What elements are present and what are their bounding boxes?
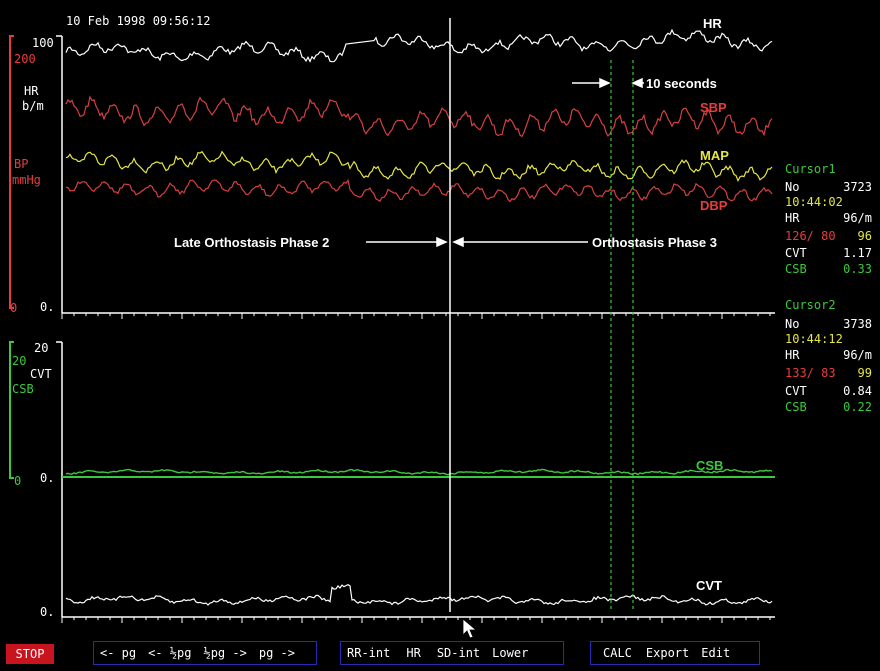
stop-button[interactable]: STOP xyxy=(6,644,54,664)
cursor2-csb-value: 0.22 xyxy=(843,400,872,414)
ten-seconds-label: 10 seconds xyxy=(646,76,717,91)
ten-seconds-arrows xyxy=(572,77,644,89)
mouse-pointer-icon xyxy=(462,618,478,639)
cursor1-csb-label: CSB xyxy=(785,262,807,276)
sd-int-button[interactable]: SD-int xyxy=(436,646,481,660)
cursor1-bp-value: 126/ 80 xyxy=(785,229,836,243)
csb-axis-label: CSB xyxy=(12,382,34,396)
cursor2-map-value: 99 xyxy=(858,366,872,380)
page-nav-group: <- pg <- ½pg ½pg -> pg -> xyxy=(93,641,317,665)
cursor2-no-label: No xyxy=(785,317,799,331)
cursor2-cvt-label: CVT xyxy=(785,384,807,398)
hr-axis-unit: b/m xyxy=(22,99,44,113)
cvt-trace-label: CVT xyxy=(696,578,722,593)
cursor1-no-value: 3723 xyxy=(843,180,872,194)
csb-trace-label: CSB xyxy=(696,458,723,473)
bp-top-tick: 200 xyxy=(14,52,36,66)
cvt-axis-label: CVT xyxy=(30,367,52,381)
hr-trace-label: HR xyxy=(703,16,722,31)
cursor2-hr-value: 96/m xyxy=(843,348,872,362)
cursor1-time: 10:44:02 xyxy=(785,195,843,209)
cursor2-hr-label: HR xyxy=(785,348,800,362)
cursor2-no-value: 3738 xyxy=(843,317,872,331)
phase3-label: Orthostasis Phase 3 xyxy=(592,235,717,250)
dbp-trace-label: DBP xyxy=(700,198,728,213)
map-trace-label: MAP xyxy=(700,148,729,163)
cursor2-title: Cursor2 xyxy=(785,298,836,312)
lower-button[interactable]: Lower xyxy=(492,646,529,660)
cursor1-no-label: No xyxy=(785,180,799,194)
cursor1-csb-value: 0.33 xyxy=(843,262,872,276)
bp-axis-unit: mmHg xyxy=(12,173,41,187)
bp-scale-bracket xyxy=(9,35,14,309)
phase2-label: Late Orthostasis Phase 2 xyxy=(174,235,329,250)
hr-axis-label: HR xyxy=(24,84,39,98)
map-trace xyxy=(65,150,773,183)
hr-button[interactable]: HR xyxy=(406,646,421,660)
half-page-back-button[interactable]: <- ½pg xyxy=(148,646,192,660)
lower-x-ticks xyxy=(61,617,771,623)
cvt-top-tick: 20 xyxy=(34,341,48,355)
page-back-button[interactable]: <- pg xyxy=(100,646,137,660)
cursor2-csb-label: CSB xyxy=(785,400,807,414)
cursor2-bp-value: 133/ 83 xyxy=(785,366,836,380)
sbp-trace-label: SBP xyxy=(700,100,727,115)
rr-int-button[interactable]: RR-int xyxy=(347,646,391,660)
lower-zero-label: 0. xyxy=(40,605,54,619)
actions-group: CALC Export Edit xyxy=(590,641,760,665)
timestamp: 10 Feb 1998 09:56:12 xyxy=(66,14,211,28)
hr-trace xyxy=(65,28,773,63)
phase-arrows xyxy=(366,236,588,248)
cursor1-hr-value: 96/m xyxy=(843,211,872,225)
hr-top-tick: 100 xyxy=(32,36,54,50)
edit-button[interactable]: Edit xyxy=(701,646,731,660)
cursor2-readout: Cursor2 No 3738 10:44:12 HR 96/m 133/ 83… xyxy=(785,298,872,414)
csb-trace xyxy=(65,468,773,476)
page-forward-button[interactable]: pg -> xyxy=(258,646,295,660)
cursor1-hr-label: HR xyxy=(785,211,800,225)
cursor1-map-value: 96 xyxy=(858,229,872,243)
dbp-trace xyxy=(65,178,773,203)
cursor1-cvt-value: 1.17 xyxy=(843,246,872,260)
upper-x-ticks xyxy=(61,313,771,319)
analysis-group: RR-int HR SD-int Lower xyxy=(340,641,564,665)
csb-scale-bracket xyxy=(9,341,14,479)
cursor1-title: Cursor1 xyxy=(785,162,836,176)
calc-button[interactable]: CALC xyxy=(603,646,632,660)
cvt-trace xyxy=(65,584,773,606)
cursor1-cvt-label: CVT xyxy=(785,246,807,260)
export-button[interactable]: Export xyxy=(645,646,690,660)
cursor1-readout: Cursor1 No 3723 10:44:02 HR 96/m 126/ 80… xyxy=(785,162,872,276)
lower-zero-mid-label: 0. xyxy=(40,471,54,485)
bp-axis-label: BP xyxy=(14,157,28,171)
cursor2-time: 10:44:12 xyxy=(785,332,843,346)
csb-top-tick: 20 xyxy=(12,354,26,368)
cursor2-cvt-value: 0.84 xyxy=(843,384,872,398)
sbp-trace xyxy=(65,95,773,138)
half-page-forward-button[interactable]: ½pg -> xyxy=(203,646,247,660)
csb-zero-label: 0 xyxy=(14,474,21,488)
upper-zero-label: 0. xyxy=(40,300,54,314)
bp-zero-label: 0 xyxy=(10,301,17,315)
